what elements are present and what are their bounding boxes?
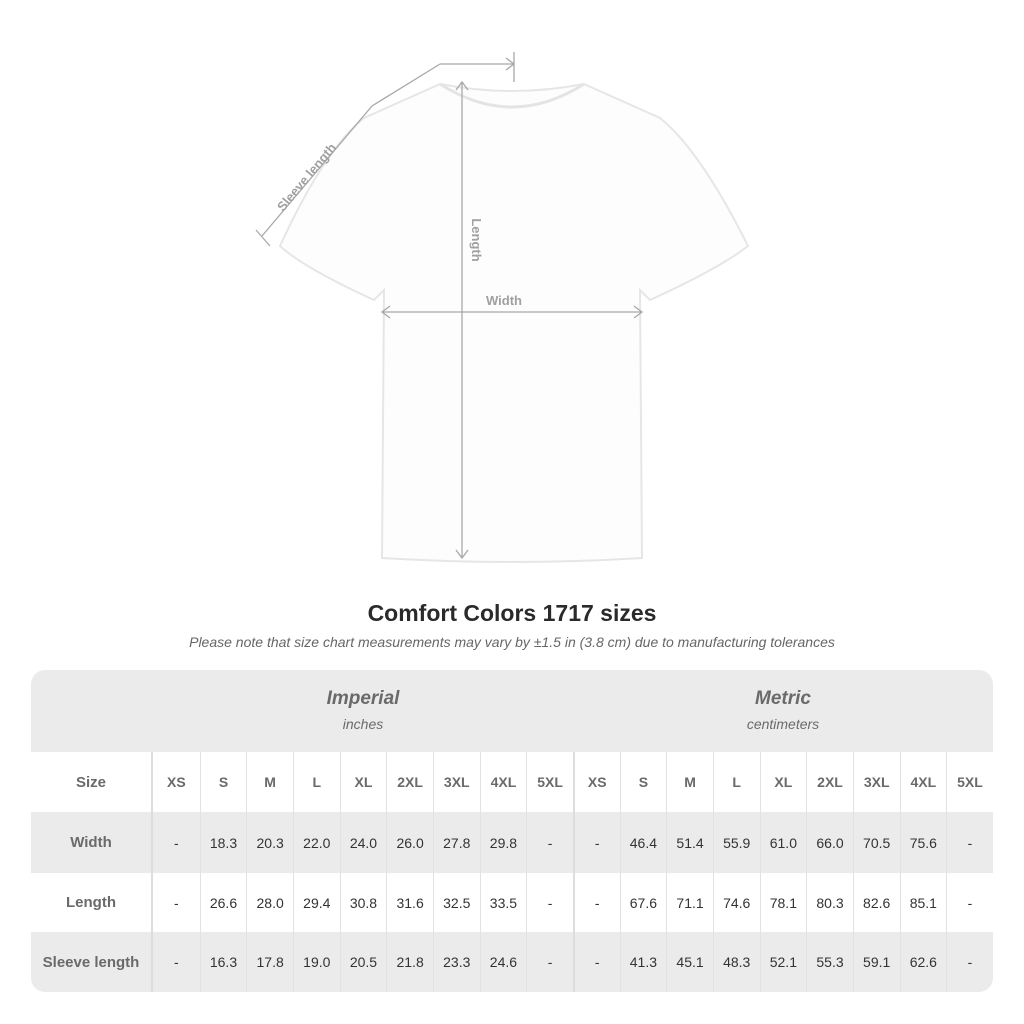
table-cell: 55.3 [806, 932, 853, 992]
metric-unit: centimeters [746, 716, 820, 732]
table-cell: 26.0 [386, 812, 433, 873]
table-cell: 30.8 [339, 873, 387, 932]
length-label: Length [469, 218, 484, 261]
table-cell: L [292, 752, 340, 812]
table-cell: - [572, 873, 620, 932]
sleeve-measure-line [261, 105, 373, 237]
table-cell: XL [339, 752, 387, 812]
table-cell: 22.0 [292, 812, 340, 873]
table-cell: 32.5 [432, 873, 480, 932]
table-cell: 18.3 [199, 812, 247, 873]
table-cell: 5XL [946, 752, 993, 812]
table-cell: 4XL [479, 752, 527, 812]
table-row: Sleeve length - 16.3 17.8 19.0 20.5 21.8 23.3 24… [31, 932, 993, 992]
table-cell: 16.3 [199, 932, 247, 992]
sleeve-start-tick [255, 229, 271, 247]
table-cell: - [526, 873, 573, 932]
table-cell: - [572, 812, 620, 873]
table-cell: - [946, 932, 993, 992]
table-header-band [31, 670, 993, 752]
table-cell: - [173, 894, 179, 911]
table-cell: 29.8 [479, 812, 527, 873]
row-label: Width [31, 812, 153, 873]
table-cell: 2XL [806, 752, 853, 812]
arrowheads [380, 57, 644, 560]
tolerance-note: Please note that size chart measurements… [189, 634, 835, 650]
table-cell: 70.5 [852, 812, 900, 873]
table-cell: 3XL [432, 752, 480, 812]
table-cell: 20.5 [339, 932, 387, 992]
table-cell: - [946, 873, 993, 932]
table-cell: - [526, 932, 573, 992]
table-cell: XS [166, 774, 186, 790]
table-cell: - [173, 834, 179, 851]
table-cell: 62.6 [899, 932, 947, 992]
table-cell: 19.0 [292, 932, 340, 992]
table-cell: 26.6 [199, 873, 247, 932]
imperial-header: Imperial inches [153, 670, 573, 752]
row-label: Length [31, 873, 153, 932]
table-cell: 41.3 [619, 932, 667, 992]
table-cell: 17.8 [246, 932, 293, 992]
sleeve-measure-line-2 [371, 63, 441, 107]
table-cell: - [526, 812, 573, 873]
table-cell: 23.3 [432, 932, 480, 992]
table-cell: 5XL [526, 752, 573, 812]
metric-title: Metric [755, 688, 811, 709]
table-cell: 61.0 [759, 812, 807, 873]
table-cell: 71.1 [666, 873, 713, 932]
table-cell: 80.3 [806, 873, 853, 932]
table-cell: 3XL [852, 752, 900, 812]
row-label: Sleeve length [31, 932, 153, 992]
width-label: Width [486, 293, 522, 308]
table-cell: 24.0 [339, 812, 387, 873]
table-cell: 31.6 [386, 873, 433, 932]
table-cell: 66.0 [806, 812, 853, 873]
table-cell: 29.4 [292, 873, 340, 932]
table-cell: 2XL [386, 752, 433, 812]
size-table: Imperial inches Metric centimeters Size X… [31, 670, 993, 992]
table-cell: M [246, 752, 293, 812]
tshirt-image [278, 82, 750, 563]
table-cell: L [712, 752, 760, 812]
table-cell: M [666, 752, 713, 812]
table-cell: S [199, 752, 247, 812]
table-row: Length -26.6 28.0 29.4 30.8 31.6 32.5 33.5- -67.… [31, 873, 993, 932]
page-title: Comfort Colors 1717 sizes [367, 600, 657, 626]
table-cell: 28.0 [246, 873, 293, 932]
table-cell: 21.8 [386, 932, 433, 992]
table-cell: 74.6 [712, 873, 760, 932]
row-label: Size [31, 752, 153, 812]
table-cell: 48.3 [712, 932, 760, 992]
table-cell: S [619, 752, 667, 812]
collar [439, 82, 585, 109]
table-row: Width -18.3 20.3 22.0 24.0 26.0 27.8 29.8- -46.4… [31, 812, 993, 873]
table-cell: - [572, 932, 620, 992]
table-cell: 75.6 [899, 812, 947, 873]
table-cell: 55.9 [712, 812, 760, 873]
tshirt-diagram: Sleeve length Length Width [255, 52, 750, 563]
table-cell: 67.6 [619, 873, 667, 932]
table-cell: 45.1 [666, 932, 713, 992]
size-header-row: Size XS S M L XL 2XL 3XL 4XL 5XL XS S M L XL 2XL 3XL 4XL 5… [31, 752, 993, 812]
table-cell: 51.4 [666, 812, 713, 873]
table-cell: 27.8 [432, 812, 480, 873]
table-cell: 82.6 [852, 873, 900, 932]
table-cell: XL [759, 752, 807, 812]
table-cell: 46.4 [619, 812, 667, 873]
table-cell: XS [572, 752, 620, 812]
table-cell: 85.1 [899, 873, 947, 932]
imperial-unit: inches [342, 716, 384, 732]
table-cell: 78.1 [759, 873, 807, 932]
table-cell: 20.3 [246, 812, 293, 873]
table-cell: 33.5 [479, 873, 527, 932]
metric-header: Metric centimeters [573, 670, 993, 752]
table-cell: 4XL [899, 752, 947, 812]
table-cell: 59.1 [852, 932, 900, 992]
table-cell: - [946, 812, 993, 873]
imperial-title: Imperial [326, 688, 400, 709]
table-cell: 52.1 [759, 932, 807, 992]
table-cell: 24.6 [479, 932, 527, 992]
table-cell: - [173, 954, 179, 970]
